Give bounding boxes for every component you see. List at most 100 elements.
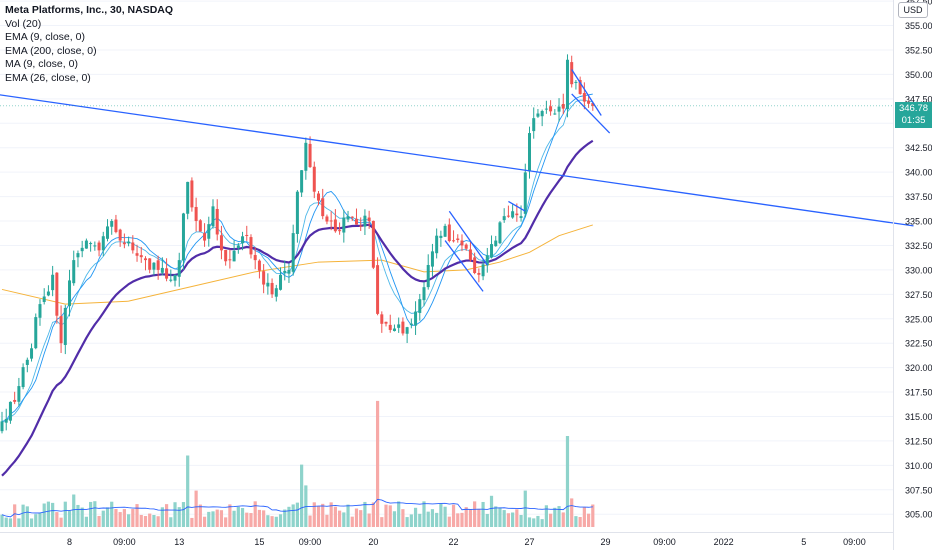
time-tick-label: 20 — [368, 537, 378, 547]
volume-bar — [384, 504, 388, 527]
candle-body — [17, 386, 21, 402]
volume-bar — [456, 513, 460, 527]
bar-countdown: 01:35 — [901, 115, 926, 126]
candle-body — [152, 262, 156, 270]
volume-bar — [262, 510, 266, 527]
price-tick-label: 312.50 — [905, 436, 932, 446]
candle-body — [156, 260, 160, 270]
price-tick-label: 335.00 — [905, 217, 932, 227]
volume-bar — [426, 511, 430, 527]
volume-bar — [215, 509, 219, 527]
candle-body — [350, 216, 354, 218]
candle-body — [578, 80, 582, 94]
volume-bar — [473, 501, 477, 527]
volume-bar — [224, 517, 228, 527]
volume-bar — [76, 504, 80, 527]
legend-volume[interactable]: Vol (20) — [5, 17, 42, 30]
time-tick-label: 29 — [600, 537, 610, 547]
candle-body — [110, 221, 114, 227]
volume-bar — [439, 503, 443, 527]
candle-body — [443, 225, 447, 237]
volume-bar — [46, 501, 51, 527]
candle-body — [561, 103, 565, 109]
volume-bar — [266, 515, 270, 527]
trend-line — [571, 93, 611, 134]
volume-bar — [202, 516, 207, 527]
trend-line — [508, 200, 526, 212]
volume-bar — [4, 517, 8, 527]
candle-body — [139, 255, 143, 258]
volume-bar — [574, 516, 578, 527]
volume-bar — [291, 504, 295, 527]
volume-bar — [540, 519, 544, 527]
volume-bar — [380, 517, 384, 527]
trend-line — [448, 210, 488, 266]
candle-body — [553, 113, 557, 115]
volume-bar — [236, 506, 240, 527]
volume-bar — [13, 504, 17, 527]
volume-bar — [418, 513, 422, 527]
time-tick-label: 09:00 — [113, 537, 136, 547]
candle-body — [173, 274, 177, 281]
candle-body — [523, 172, 527, 214]
price-tick-label: 342.50 — [905, 143, 932, 153]
candle-body — [143, 258, 147, 261]
symbol-title[interactable]: Meta Platforms, Inc., 30, NASDAQ — [5, 4, 174, 16]
volume-bar — [447, 516, 451, 527]
legend-ema9[interactable]: EMA (9, close, 0) — [5, 31, 85, 44]
time-tick-label: 5 — [801, 537, 806, 547]
candle-body — [8, 401, 12, 421]
volume-bar — [489, 495, 494, 527]
candle-body — [291, 233, 295, 272]
volume-bar — [532, 518, 536, 527]
volume-bar — [578, 517, 582, 527]
volume-bar — [422, 501, 426, 527]
time-tick-label: 2022 — [714, 537, 734, 547]
legend-ma9[interactable]: MA (9, close, 0) — [5, 58, 78, 71]
candle-body — [376, 265, 380, 314]
legend-ema200[interactable]: EMA (200, close, 0) — [5, 44, 97, 57]
volume-bar — [245, 512, 249, 527]
volume-bar — [388, 505, 392, 527]
candle-body — [55, 272, 59, 316]
time-axis[interactable]: 8 09:00 13 15 09:00 20 22 27 29 09:00 2022 5 09:00 — [0, 532, 893, 548]
volume-bar — [481, 501, 485, 527]
candle-body — [76, 253, 80, 258]
volume-bar — [316, 506, 321, 527]
volume-bar — [219, 510, 224, 527]
price-axis[interactable]: 305.00 307.50 310.00 312.50 315.00 317.50 320.… — [893, 0, 932, 550]
candle-body — [169, 279, 173, 281]
candle-body — [536, 113, 540, 117]
volume-bar — [350, 516, 354, 527]
volume-bars — [0, 400, 595, 527]
candle-body — [540, 111, 544, 117]
candle-body — [270, 282, 274, 295]
candle-body — [194, 206, 198, 222]
currency-button[interactable]: USD — [898, 2, 928, 18]
legend-ema26[interactable]: EMA (26, close, 0) — [5, 71, 91, 84]
candle-body — [80, 247, 84, 252]
candle-body — [30, 348, 34, 359]
volume-bar — [435, 512, 439, 527]
price-tick-label: 337.50 — [905, 192, 932, 202]
candle-body — [565, 59, 569, 110]
candle-body — [21, 367, 25, 388]
volume-bar — [549, 513, 553, 527]
candle-body — [494, 240, 498, 247]
price-tick-label: 317.50 — [905, 388, 932, 398]
candle-body — [198, 220, 202, 232]
time-tick-label: 27 — [524, 537, 534, 547]
candle-body — [38, 304, 42, 318]
volume-bar — [89, 501, 93, 527]
candle-body — [456, 238, 460, 241]
volume-bar — [536, 515, 540, 527]
candle-body — [388, 324, 392, 330]
volume-bar — [557, 506, 561, 527]
price-tick-label: 307.50 — [905, 485, 932, 495]
candle-body — [236, 245, 240, 249]
volume-bar — [477, 508, 481, 527]
trend-lines[interactable] — [0, 69, 914, 292]
volume-bar — [401, 509, 405, 527]
candle-body — [165, 268, 169, 279]
